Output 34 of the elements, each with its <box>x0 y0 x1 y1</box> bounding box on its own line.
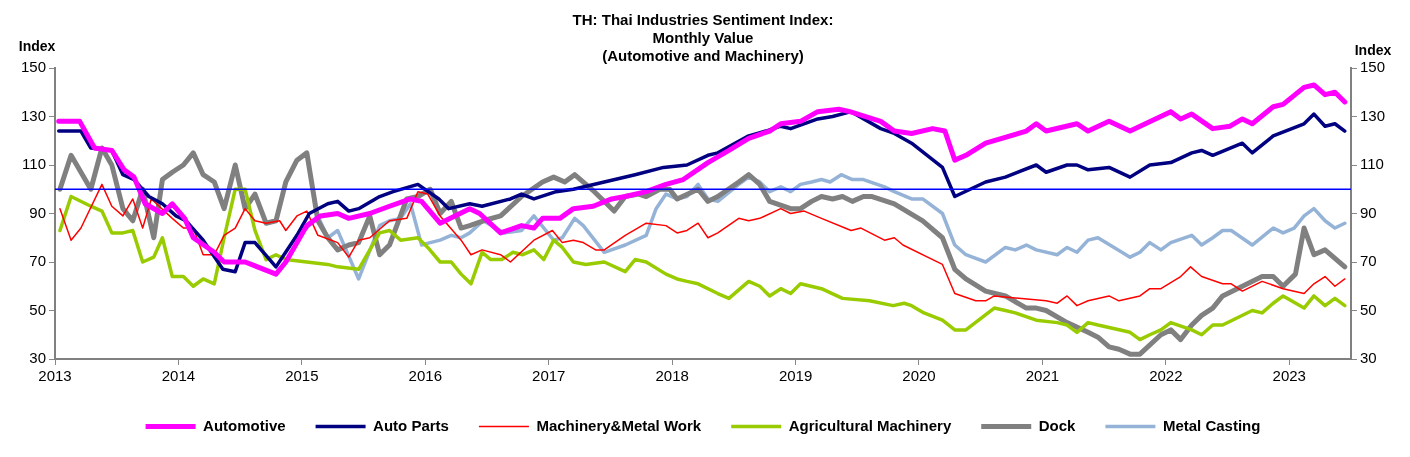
y2-tick-label: 30 <box>1359 349 1377 367</box>
y2-axis-title: Index <box>1354 41 1392 58</box>
y2-tick-label: 110 <box>1359 155 1384 173</box>
legend-label: Dock <box>1038 416 1077 434</box>
y-tick-label: 110 <box>22 155 47 173</box>
y2-tick-label: 70 <box>1359 252 1377 270</box>
y2-tick-label: 90 <box>1359 203 1377 221</box>
legend-label: Agricultural Machinery <box>788 416 952 434</box>
x-tick-label: 2021 <box>1025 367 1060 385</box>
x-tick-label: 2022 <box>1149 367 1183 385</box>
x-tick-label: 2018 <box>655 367 689 385</box>
y-tick-label: 30 <box>29 349 47 367</box>
legend-label: Machinery&Metal Work <box>536 416 702 434</box>
y-tick-label: 70 <box>29 252 47 270</box>
legend-label: Automotive <box>203 416 286 434</box>
x-tick-label: 2014 <box>161 367 196 385</box>
x-tick-label: 2015 <box>285 367 319 385</box>
x-tick-label: 2013 <box>38 367 72 385</box>
legend-label: Auto Parts <box>373 416 449 434</box>
x-tick-label: 2023 <box>1272 367 1306 385</box>
x-tick-label: 2016 <box>408 367 442 385</box>
legend-label: Metal Casting <box>1162 416 1261 434</box>
y-tick-label: 150 <box>21 58 47 76</box>
x-tick-label: 2019 <box>778 367 813 385</box>
y2-tick-label: 130 <box>1359 106 1385 124</box>
y-axis-title: Index <box>18 37 56 54</box>
y-tick-label: 130 <box>21 106 47 124</box>
y2-tick-label: 150 <box>1359 58 1385 76</box>
y2-tick-label: 50 <box>1359 300 1377 318</box>
y-tick-label: 50 <box>29 300 47 318</box>
x-tick-label: 2017 <box>532 367 566 385</box>
y-tick-label: 90 <box>29 203 47 221</box>
x-tick-label: 2020 <box>902 367 936 385</box>
chart-title: TH: Thai Industries Sentiment Index: Monthly Value (Automotive and Machinery) <box>572 11 834 65</box>
